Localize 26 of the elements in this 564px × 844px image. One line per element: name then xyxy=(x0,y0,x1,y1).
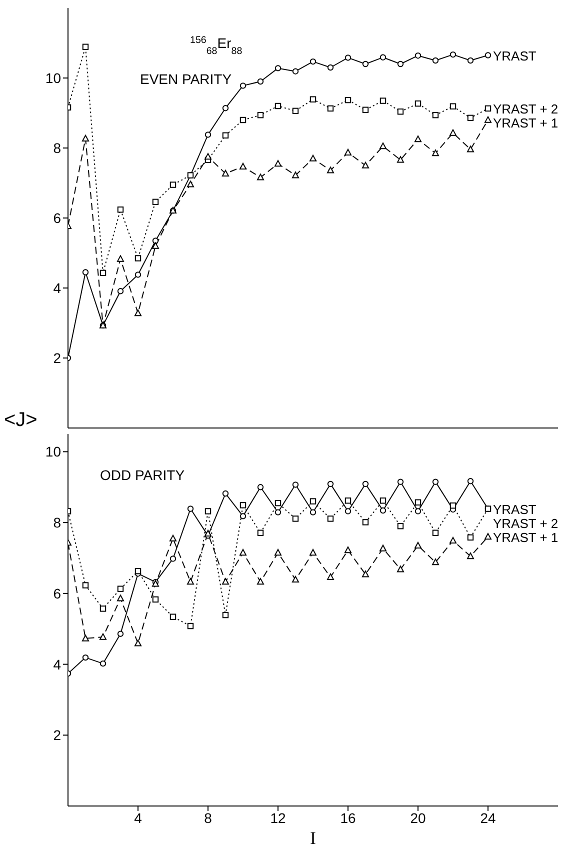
x-tick-label: 12 xyxy=(270,810,286,826)
y-tick-label: 2 xyxy=(53,727,62,744)
y-tick-label: 8 xyxy=(53,514,62,531)
y-tick-label: 4 xyxy=(53,656,62,672)
x-tick-label: 4 xyxy=(134,810,142,826)
y-tick-label: 6 xyxy=(53,210,62,226)
series-label: YRAST + 1 xyxy=(493,530,558,545)
x-tick-label: 16 xyxy=(340,810,356,826)
x-tick-label: 8 xyxy=(204,810,212,826)
x-tick-label: 24 xyxy=(480,810,496,826)
series-label: YRAST + 2 xyxy=(493,516,558,531)
x-tick-label: 20 xyxy=(410,810,426,826)
y-tick-label: 10 xyxy=(45,444,62,460)
series-label: YRAST + 1 xyxy=(493,115,558,130)
series-label: YRAST xyxy=(493,502,536,517)
series-label: YRAST xyxy=(493,48,536,64)
y-axis-title: <J> xyxy=(4,409,38,431)
annotation: ODD PARITY xyxy=(100,467,186,483)
annotation: EVEN PARITY xyxy=(140,71,232,87)
y-tick-label: 4 xyxy=(53,280,62,296)
y-tick-label: 8 xyxy=(53,140,62,156)
x-axis-title: I xyxy=(310,828,316,844)
series-label: YRAST + 2 xyxy=(493,101,558,116)
y-tick-label: 2 xyxy=(53,350,62,366)
y-tick-label: 6 xyxy=(53,585,62,602)
y-tick-label: 10 xyxy=(45,70,62,86)
